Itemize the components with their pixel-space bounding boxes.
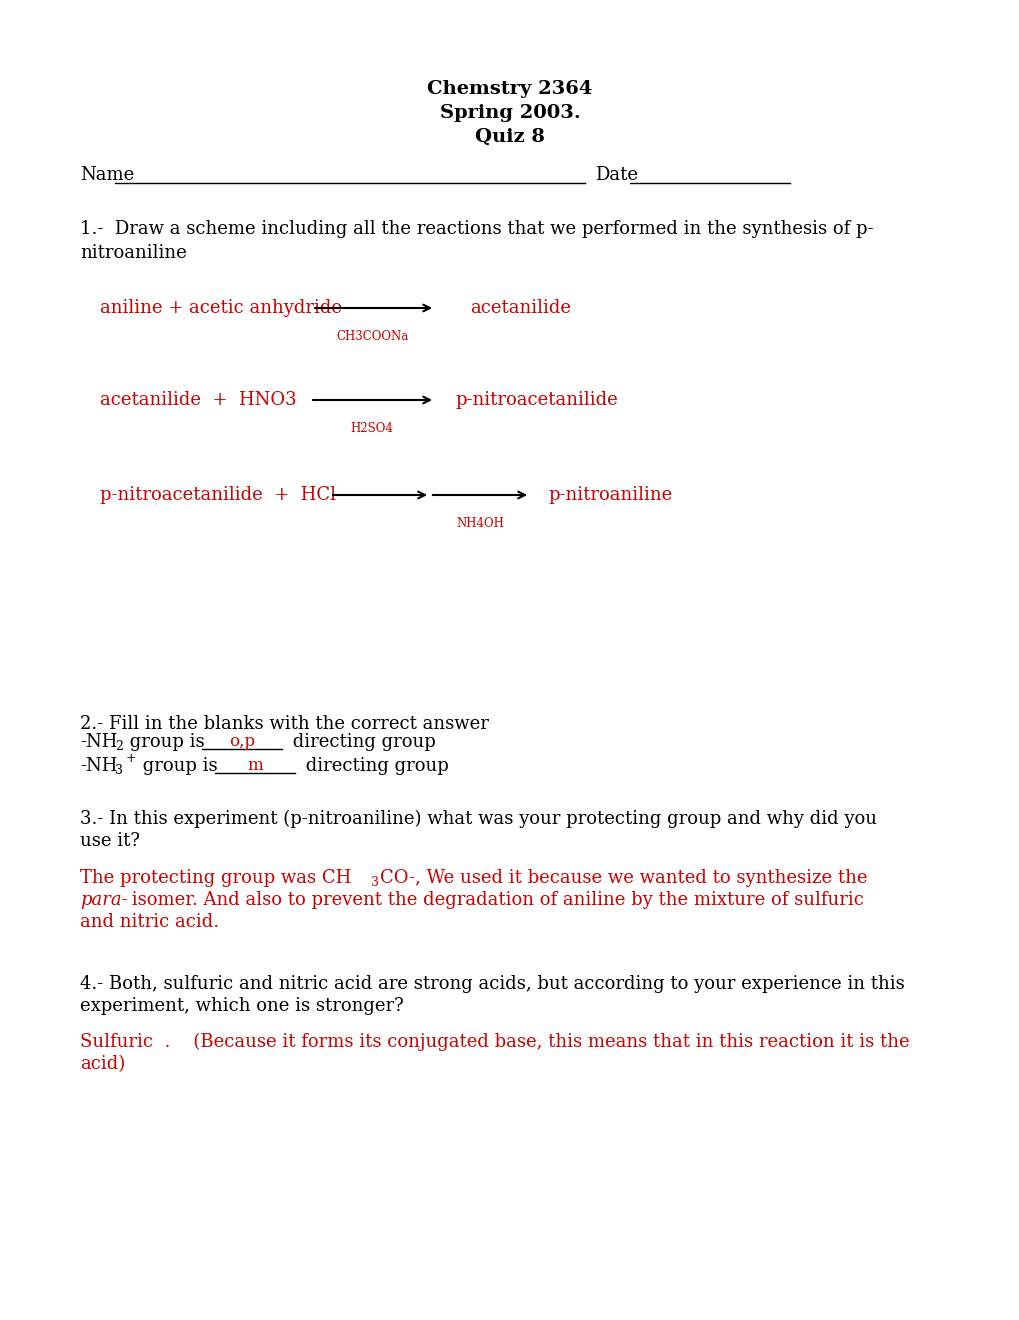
Text: -NH: -NH [79, 733, 117, 751]
Text: 3.- In this experiment (p-nitroaniline) what was your protecting group and why d: 3.- In this experiment (p-nitroaniline) … [79, 810, 876, 828]
Text: 2.- Fill in the blanks with the correct answer: 2.- Fill in the blanks with the correct … [79, 715, 488, 733]
Text: H2SO4: H2SO4 [351, 422, 393, 436]
Text: 4.- Both, sulfuric and nitric acid are strong acids, but according to your exper: 4.- Both, sulfuric and nitric acid are s… [79, 975, 904, 993]
Text: m: m [247, 758, 263, 775]
Text: nitroaniline: nitroaniline [79, 244, 186, 261]
Text: p-nitroacetanilide: p-nitroacetanilide [454, 391, 618, 409]
Text: experiment, which one is stronger?: experiment, which one is stronger? [79, 997, 404, 1015]
Text: use it?: use it? [79, 832, 140, 850]
Text: Sulfuric  .    (Because it forms its conjugated base, this means that in this re: Sulfuric . (Because it forms its conjuga… [79, 1032, 909, 1051]
Text: para-: para- [79, 891, 127, 909]
Text: o,p: o,p [228, 734, 255, 751]
Text: Spring 2003.: Spring 2003. [439, 104, 580, 121]
Text: 1.-  Draw a scheme including all the reactions that we performed in the synthesi: 1.- Draw a scheme including all the reac… [79, 220, 872, 238]
Text: acetanilide  +  HNO3: acetanilide + HNO3 [100, 391, 297, 409]
Text: group is: group is [124, 733, 210, 751]
Text: Name: Name [79, 166, 135, 183]
Text: Chemstry 2364: Chemstry 2364 [427, 81, 592, 98]
Text: directing group: directing group [300, 756, 448, 775]
Text: p-nitroaniline: p-nitroaniline [547, 486, 672, 504]
Text: CO-, We used it because we wanted to synthesize the: CO-, We used it because we wanted to syn… [380, 869, 866, 887]
Text: The protecting group was CH: The protecting group was CH [79, 869, 351, 887]
Text: isomer. And also to prevent the degradation of aniline by the mixture of sulfuri: isomer. And also to prevent the degradat… [126, 891, 863, 909]
Text: 2: 2 [115, 741, 122, 754]
Text: 3: 3 [115, 764, 123, 777]
Text: acid): acid) [79, 1055, 125, 1073]
Text: p-nitroacetanilide  +  HCl: p-nitroacetanilide + HCl [100, 486, 335, 504]
Text: Date: Date [594, 166, 637, 183]
Text: 3: 3 [371, 876, 379, 890]
Text: +: + [126, 752, 137, 766]
Text: aniline + acetic anhydride: aniline + acetic anhydride [100, 300, 341, 317]
Text: and nitric acid.: and nitric acid. [79, 913, 219, 931]
Text: -NH: -NH [79, 756, 117, 775]
Text: NH4OH: NH4OH [455, 517, 503, 531]
Text: CH3COONa: CH3COONa [336, 330, 409, 343]
Text: directing group: directing group [286, 733, 435, 751]
Text: acetanilide: acetanilide [470, 300, 571, 317]
Text: group is: group is [137, 756, 223, 775]
Text: Quiz 8: Quiz 8 [475, 128, 544, 147]
